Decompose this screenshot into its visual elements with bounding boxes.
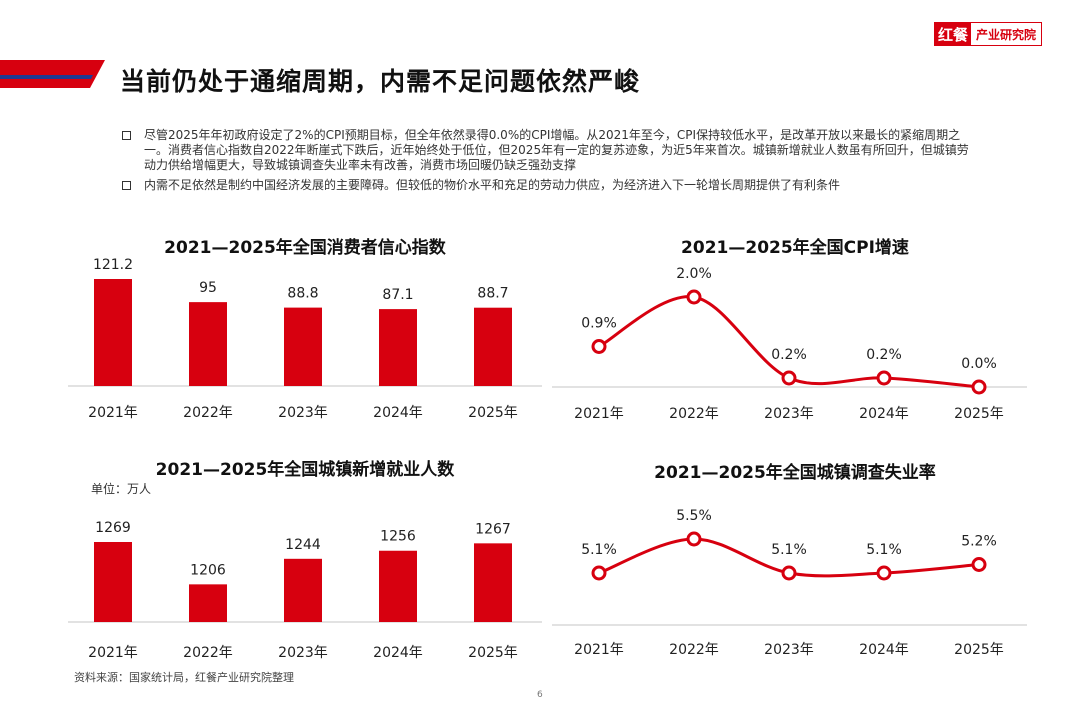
checkbox-icon	[122, 131, 131, 140]
category-label: 2023年	[764, 406, 814, 422]
category-label: 2021年	[88, 405, 138, 421]
brand-mark: 红餐	[935, 23, 971, 45]
page-title: 当前仍处于通缩周期，内需不足问题依然严峻	[120, 67, 641, 96]
category-label: 2025年	[954, 642, 1004, 658]
point-2021年	[591, 565, 607, 581]
category-label: 2024年	[859, 406, 909, 422]
data-label: 0.2%	[866, 347, 902, 363]
data-label: 5.2%	[961, 534, 997, 550]
point-2024年	[876, 370, 892, 386]
bar-2025年	[474, 543, 512, 622]
source-note: 资料来源：国家统计局，红餐产业研究院整理	[74, 671, 294, 684]
category-label: 2024年	[859, 642, 909, 658]
data-label: 88.7	[477, 286, 508, 302]
category-label: 2024年	[373, 645, 423, 661]
data-label: 5.1%	[581, 542, 617, 558]
chart-title-cpi: 2021—2025年全国CPI增速	[681, 238, 909, 258]
category-label: 2023年	[764, 642, 814, 658]
bar-2024年	[379, 309, 417, 386]
point-2023年	[781, 370, 797, 386]
data-label: 0.2%	[771, 347, 807, 363]
category-label: 2025年	[954, 406, 1004, 422]
bar-2021年	[94, 542, 132, 622]
bar-2023年	[284, 558, 322, 622]
data-label: 87.1	[382, 287, 413, 303]
point-2025年	[971, 557, 987, 572]
page-number: 6	[537, 690, 543, 700]
chart-title-unemployment: 2021—2025年全国城镇调查失业率	[654, 463, 936, 483]
bullet-item: 尽管2025年年初政府设定了2%的CPI预期目标，但全年依然录得0.0%的CPI…	[122, 128, 972, 173]
data-label: 0.0%	[961, 356, 997, 372]
category-label: 2022年	[669, 406, 719, 422]
category-label: 2025年	[468, 645, 518, 661]
category-label: 2022年	[183, 645, 233, 661]
point-2024年	[876, 565, 892, 581]
data-label: 1267	[475, 521, 511, 537]
bullet-text: 内需不足依然是制约中国经济发展的主要障碍。但较低的物价水平和充足的劳动力供应，为…	[144, 178, 841, 192]
data-label: 5.1%	[866, 542, 902, 558]
data-label: 5.1%	[771, 542, 807, 558]
bar-2023年	[284, 307, 322, 386]
data-label: 2.0%	[676, 266, 712, 282]
data-label: 121.2	[93, 257, 133, 273]
point-2022年	[686, 531, 702, 547]
brand-logo: 红餐 产业研究院	[934, 22, 1042, 46]
point-2021年	[591, 339, 607, 354]
point-2023年	[781, 565, 797, 581]
data-label: 95	[199, 280, 217, 296]
category-label: 2023年	[278, 645, 328, 661]
bar-2025年	[474, 307, 512, 386]
bar-2021年	[94, 279, 132, 386]
bar-2022年	[189, 302, 227, 386]
data-label: 1206	[190, 562, 226, 578]
category-label: 2021年	[574, 642, 624, 658]
category-label: 2024年	[373, 405, 423, 421]
point-2022年	[686, 289, 702, 305]
brand-text: 产业研究院	[975, 27, 1036, 42]
chart-title-consumer-confidence: 2021—2025年全国消费者信心指数	[164, 238, 446, 258]
data-label: 1256	[380, 529, 416, 545]
data-label: 5.5%	[676, 508, 712, 524]
category-label: 2023年	[278, 405, 328, 421]
title-band-decoration	[0, 60, 105, 88]
category-label: 2021年	[88, 645, 138, 661]
category-label: 2022年	[183, 405, 233, 421]
bullet-list: 尽管2025年年初政府设定了2%的CPI预期目标，但全年依然录得0.0%的CPI…	[122, 128, 972, 198]
bullet-item: 内需不足依然是制约中国经济发展的主要障碍。但较低的物价水平和充足的劳动力供应，为…	[122, 178, 972, 193]
unit-label: 单位：万人	[91, 482, 152, 496]
checkbox-icon	[122, 181, 131, 190]
data-label: 1244	[285, 537, 321, 553]
category-label: 2022年	[669, 642, 719, 658]
chart-title-employment: 2021—2025年全国城镇新增就业人数	[155, 460, 455, 480]
point-2025年	[971, 379, 987, 395]
bar-2024年	[379, 550, 417, 622]
data-label: 88.8	[287, 286, 318, 302]
data-label: 1269	[95, 520, 131, 536]
bullet-text: 尽管2025年年初政府设定了2%的CPI预期目标，但全年依然录得0.0%的CPI…	[144, 128, 969, 172]
data-label: 0.9%	[581, 316, 617, 332]
category-label: 2021年	[574, 406, 624, 422]
category-label: 2025年	[468, 405, 518, 421]
bar-2022年	[189, 584, 227, 622]
